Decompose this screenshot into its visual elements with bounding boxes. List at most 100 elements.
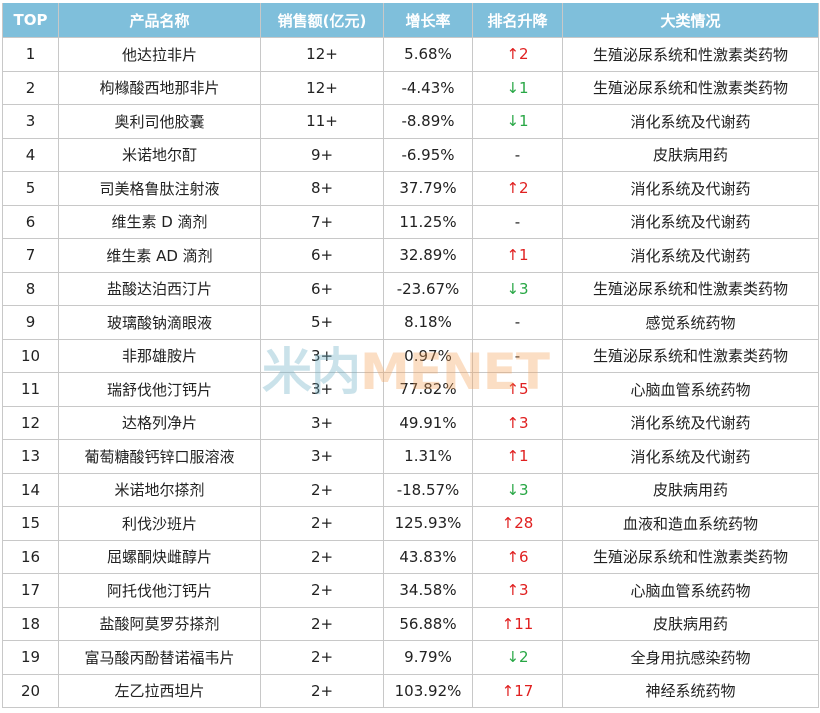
product-name-cell: 司美格鲁肽注射液 (58, 171, 261, 206)
growth-rate-cell: 103.92% (383, 673, 473, 708)
table-row: 20 左乙拉西坦片 2+ 103.92% ↑17 神经系统药物 (2, 673, 819, 708)
rank-change-cell: ↑2 (472, 171, 563, 206)
table-row: 12 达格列净片 3+ 49.91% ↑3 消化系统及代谢药 (2, 405, 819, 440)
rank-change-cell: ↓3 (472, 271, 563, 306)
growth-rate-cell: 11.25% (383, 204, 473, 239)
table-row: 17 阿托伐他汀钙片 2+ 34.58% ↑3 心脑血管系统药物 (2, 573, 819, 608)
rank-number-cell: 19 (2, 640, 59, 675)
header-top: TOP (2, 3, 59, 38)
table-row: 10 非那雄胺片 3+ 0.97% - 生殖泌尿系统和性激素类药物 (2, 338, 819, 373)
rank-number-cell: 7 (2, 238, 59, 273)
rank-change-cell: ↑1 (472, 439, 563, 474)
rank-number-cell: 20 (2, 673, 59, 708)
sales-cell: 7+ (260, 204, 384, 239)
table-row: 11 瑞舒伐他汀钙片 3+ 77.82% ↑5 心脑血管系统药物 (2, 372, 819, 407)
category-cell: 消化系统及代谢药 (562, 171, 819, 206)
growth-rate-cell: -18.57% (383, 472, 473, 507)
category-cell: 血液和造血系统药物 (562, 506, 819, 541)
sales-cell: 2+ (260, 640, 384, 675)
rank-number-cell: 18 (2, 606, 59, 641)
product-name-cell: 奥利司他胶囊 (58, 104, 261, 139)
sales-cell: 6+ (260, 238, 384, 273)
rank-change-cell: ↓1 (472, 70, 563, 105)
category-cell: 全身用抗感染药物 (562, 640, 819, 675)
sales-cell: 3+ (260, 338, 384, 373)
sales-cell: 11+ (260, 104, 384, 139)
category-cell: 生殖泌尿系统和性激素类药物 (562, 338, 819, 373)
product-name-cell: 阿托伐他汀钙片 (58, 573, 261, 608)
product-name-cell: 米诺地尔搽剂 (58, 472, 261, 507)
product-name-cell: 维生素 AD 滴剂 (58, 238, 261, 273)
rank-number-cell: 11 (2, 372, 59, 407)
rank-number-cell: 4 (2, 137, 59, 172)
rank-number-cell: 16 (2, 539, 59, 574)
sales-cell: 8+ (260, 171, 384, 206)
category-cell: 神经系统药物 (562, 673, 819, 708)
sales-cell: 2+ (260, 673, 384, 708)
table-row: 13 葡萄糖酸钙锌口服溶液 3+ 1.31% ↑1 消化系统及代谢药 (2, 439, 819, 474)
product-name-cell: 屈螺酮炔雌醇片 (58, 539, 261, 574)
sales-cell: 3+ (260, 372, 384, 407)
rank-number-cell: 3 (2, 104, 59, 139)
product-name-cell: 玻璃酸钠滴眼液 (58, 305, 261, 340)
rank-change-cell: ↓3 (472, 472, 563, 507)
growth-rate-cell: 32.89% (383, 238, 473, 273)
product-name-cell: 非那雄胺片 (58, 338, 261, 373)
rank-change-cell: ↑3 (472, 405, 563, 440)
rank-number-cell: 9 (2, 305, 59, 340)
rank-number-cell: 8 (2, 271, 59, 306)
category-cell: 生殖泌尿系统和性激素类药物 (562, 539, 819, 574)
product-name-cell: 盐酸阿莫罗芬搽剂 (58, 606, 261, 641)
product-name-cell: 利伐沙班片 (58, 506, 261, 541)
category-cell: 消化系统及代谢药 (562, 104, 819, 139)
table-row: 19 富马酸丙酚替诺福韦片 2+ 9.79% ↓2 全身用抗感染药物 (2, 640, 819, 675)
table-row: 15 利伐沙班片 2+ 125.93% ↑28 血液和造血系统药物 (2, 506, 819, 541)
sales-cell: 12+ (260, 70, 384, 105)
table-row: 9 玻璃酸钠滴眼液 5+ 8.18% - 感觉系统药物 (2, 305, 819, 340)
growth-rate-cell: -23.67% (383, 271, 473, 306)
rank-number-cell: 1 (2, 37, 59, 72)
rank-change-cell: - (472, 338, 563, 373)
rank-change-cell: ↑17 (472, 673, 563, 708)
header-row: TOP 产品名称 销售额(亿元) 增长率 排名升降 大类情况 (2, 3, 819, 38)
sales-cell: 3+ (260, 439, 384, 474)
product-name-cell: 米诺地尔酊 (58, 137, 261, 172)
product-name-cell: 维生素 D 滴剂 (58, 204, 261, 239)
product-name-cell: 盐酸达泊西汀片 (58, 271, 261, 306)
header-growth: 增长率 (383, 3, 473, 38)
category-cell: 消化系统及代谢药 (562, 405, 819, 440)
category-cell: 生殖泌尿系统和性激素类药物 (562, 37, 819, 72)
header-product-name: 产品名称 (58, 3, 261, 38)
growth-rate-cell: 125.93% (383, 506, 473, 541)
header-sales: 销售额(亿元) (260, 3, 384, 38)
product-name-cell: 左乙拉西坦片 (58, 673, 261, 708)
table-row: 3 奥利司他胶囊 11+ -8.89% ↓1 消化系统及代谢药 (2, 104, 819, 139)
table-row: 16 屈螺酮炔雌醇片 2+ 43.83% ↑6 生殖泌尿系统和性激素类药物 (2, 539, 819, 574)
sales-cell: 9+ (260, 137, 384, 172)
rank-change-cell: ↑1 (472, 238, 563, 273)
rank-number-cell: 5 (2, 171, 59, 206)
product-name-cell: 枸橼酸西地那非片 (58, 70, 261, 105)
rank-number-cell: 10 (2, 338, 59, 373)
growth-rate-cell: 1.31% (383, 439, 473, 474)
growth-rate-cell: -4.43% (383, 70, 473, 105)
growth-rate-cell: 56.88% (383, 606, 473, 641)
table-row: 8 盐酸达泊西汀片 6+ -23.67% ↓3 生殖泌尿系统和性激素类药物 (2, 271, 819, 306)
product-name-cell: 达格列净片 (58, 405, 261, 440)
growth-rate-cell: 8.18% (383, 305, 473, 340)
table-row: 4 米诺地尔酊 9+ -6.95% - 皮肤病用药 (2, 137, 819, 172)
category-cell: 感觉系统药物 (562, 305, 819, 340)
rank-change-cell: - (472, 204, 563, 239)
category-cell: 消化系统及代谢药 (562, 204, 819, 239)
product-name-cell: 富马酸丙酚替诺福韦片 (58, 640, 261, 675)
growth-rate-cell: 77.82% (383, 372, 473, 407)
product-name-cell: 葡萄糖酸钙锌口服溶液 (58, 439, 261, 474)
table-row: 1 他达拉非片 12+ 5.68% ↑2 生殖泌尿系统和性激素类药物 (2, 37, 819, 72)
table-row: 18 盐酸阿莫罗芬搽剂 2+ 56.88% ↑11 皮肤病用药 (2, 606, 819, 641)
rank-number-cell: 2 (2, 70, 59, 105)
rank-change-cell: ↓2 (472, 640, 563, 675)
table-row: 14 米诺地尔搽剂 2+ -18.57% ↓3 皮肤病用药 (2, 472, 819, 507)
product-name-cell: 他达拉非片 (58, 37, 261, 72)
growth-rate-cell: -8.89% (383, 104, 473, 139)
rank-change-cell: ↑2 (472, 37, 563, 72)
